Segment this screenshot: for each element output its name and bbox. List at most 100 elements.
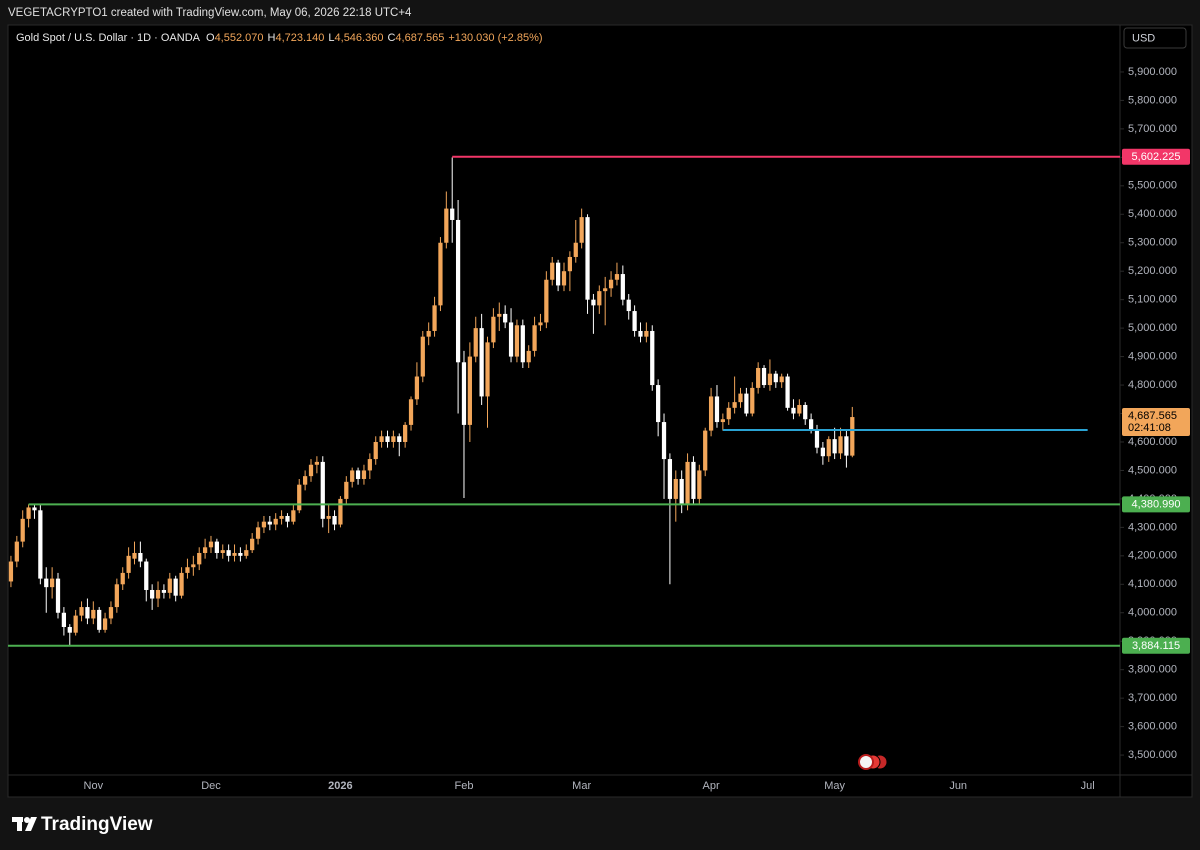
candle-body	[126, 555, 131, 573]
candle-body	[850, 417, 855, 456]
candle-body	[150, 589, 155, 599]
candle-body	[67, 626, 72, 633]
logo-part	[25, 817, 37, 831]
y-tick-label: 4,300.000	[1128, 521, 1177, 533]
change: +130.030 (+2.85%)	[448, 32, 542, 44]
candle-body	[761, 367, 767, 386]
y-tick-label: 3,700.000	[1128, 692, 1177, 704]
candle-body	[520, 325, 525, 363]
candle-body	[214, 541, 219, 553]
candle-body	[644, 330, 649, 337]
candle-body	[461, 362, 467, 425]
candle-body	[408, 399, 414, 425]
countdown: 02:41:08	[1128, 422, 1171, 434]
candle-body	[779, 376, 784, 383]
candle-body	[614, 274, 620, 280]
candle-body	[414, 376, 420, 400]
candle-body	[773, 373, 778, 383]
event-icons	[858, 754, 888, 770]
candle-body	[685, 461, 690, 505]
candle-body	[185, 567, 190, 573]
ohlc-key: O	[206, 32, 215, 44]
candle-body	[503, 313, 508, 323]
candle-body	[467, 356, 472, 425]
price-label-box	[1122, 496, 1190, 513]
price-label: 3,884.115	[1132, 640, 1180, 652]
candle-body	[91, 609, 96, 619]
candle-body	[679, 478, 684, 505]
candle-body	[585, 217, 590, 300]
candle-body	[44, 578, 49, 588]
candle-body	[167, 578, 172, 593]
candle-body	[820, 447, 825, 457]
last-price-box	[1122, 408, 1190, 437]
flag-icon	[858, 754, 874, 770]
candle-body	[173, 578, 178, 596]
candle-body	[656, 385, 661, 423]
candle-body	[567, 256, 573, 272]
ohlc-value: 4,723.140	[275, 32, 324, 44]
candle-body	[367, 459, 372, 471]
candle-body	[720, 419, 725, 423]
candle-body	[603, 288, 608, 292]
y-tick-label: 4,200.000	[1128, 550, 1177, 562]
candle-body	[279, 515, 284, 519]
y-tick-label: 5,000.000	[1128, 322, 1177, 334]
y-tick-label: 4,000.000	[1128, 607, 1177, 619]
candle-body	[361, 470, 367, 479]
candle-body	[703, 430, 708, 471]
candle-body	[226, 550, 231, 556]
candle-body	[473, 328, 478, 357]
candle-body	[832, 439, 837, 454]
candle-body	[114, 584, 119, 608]
y-tick-label: 3,800.000	[1128, 664, 1177, 676]
ohlc-key: L	[328, 32, 334, 44]
candle-body	[561, 271, 567, 286]
candle-body	[767, 373, 773, 386]
x-tick-label: Nov	[84, 780, 104, 792]
candle-body	[267, 521, 272, 525]
y-tick-label: 4,900.000	[1128, 351, 1177, 363]
candle-body	[732, 402, 737, 408]
candle-body	[161, 589, 167, 593]
y-tick-label: 5,800.000	[1128, 94, 1177, 106]
candle-body	[826, 439, 831, 457]
symbol-legend: Gold Spot / U.S. Dollar · 1D · OANDA O4,5…	[16, 32, 543, 44]
candle-body	[632, 311, 637, 331]
candle-body	[379, 436, 384, 442]
candle-body	[108, 607, 114, 619]
attribution: VEGETACRYPTO1 created with TradingView.c…	[8, 7, 412, 19]
candle-body	[373, 441, 378, 460]
symbol: Gold Spot / U.S. Dollar · 1D · OANDA	[16, 32, 201, 44]
brand: TradingView	[41, 814, 153, 835]
candle-body	[138, 552, 143, 562]
candle-body	[332, 515, 337, 525]
candle-body	[14, 541, 19, 562]
candle-body	[338, 498, 343, 525]
y-tick-label: 5,200.000	[1128, 265, 1177, 277]
candle-body	[803, 404, 808, 420]
ohlc-key: C	[387, 32, 395, 44]
y-tick-label: 5,400.000	[1128, 208, 1177, 220]
candle-body	[97, 609, 102, 630]
y-tick-label: 4,800.000	[1128, 379, 1177, 391]
ohlc-value: 4,552.070	[215, 32, 264, 44]
candle-body	[544, 279, 549, 323]
candle-body	[797, 404, 802, 414]
candle-body	[673, 478, 678, 499]
candle-body	[238, 552, 243, 556]
candle-body	[838, 436, 843, 454]
y-tick-label: 3,600.000	[1128, 721, 1177, 733]
candle-body	[808, 419, 814, 431]
candle-body	[661, 422, 667, 460]
candle-body	[261, 521, 267, 528]
candle-body	[197, 552, 202, 565]
candle-body	[350, 470, 355, 482]
candle-body	[620, 274, 625, 300]
candle-body	[391, 436, 396, 442]
candle-body	[32, 507, 37, 511]
candle-body	[220, 550, 225, 553]
candle-body	[726, 407, 731, 420]
candle-body	[597, 291, 602, 306]
candle-body	[479, 328, 484, 397]
